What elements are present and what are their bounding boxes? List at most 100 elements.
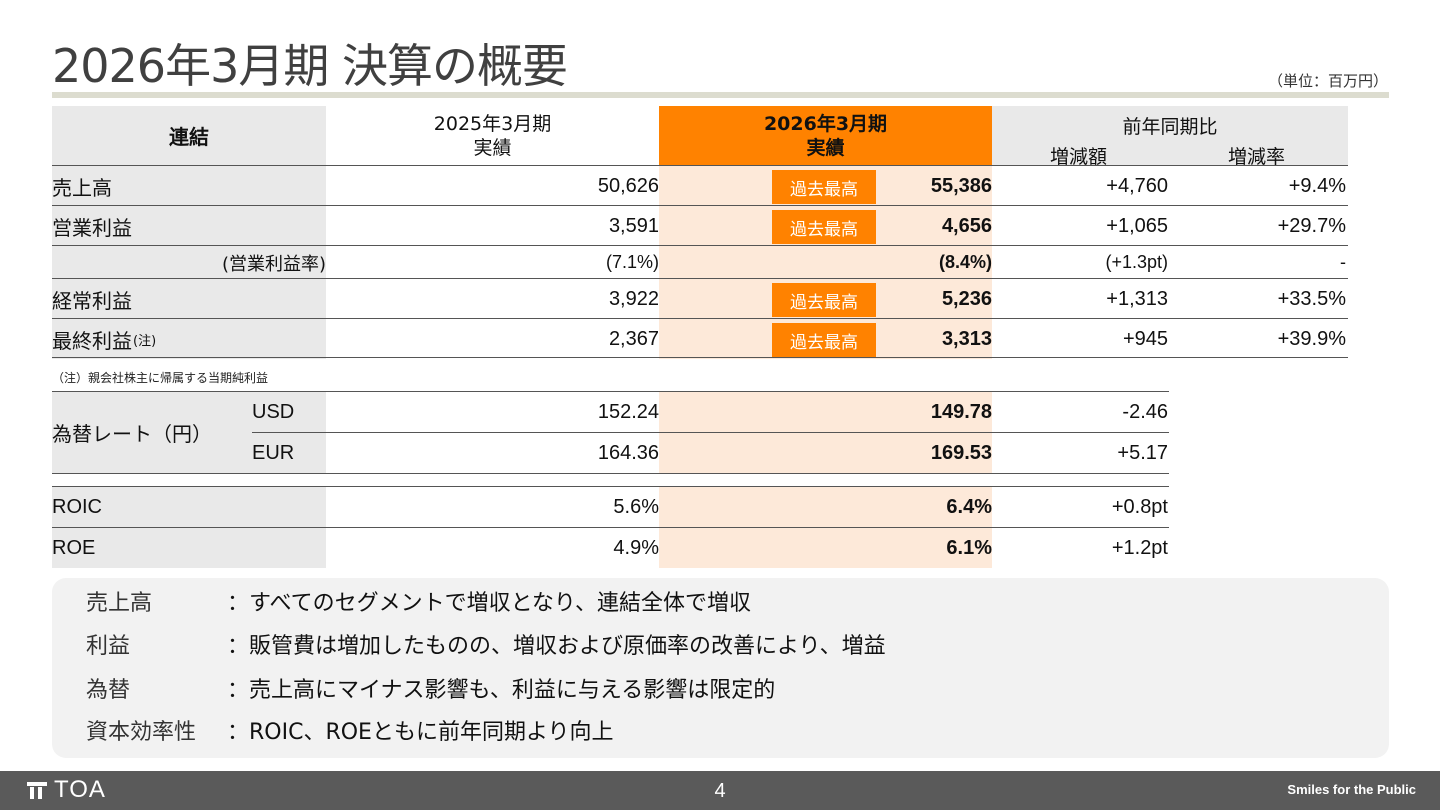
tagline: Smiles for the Public (1287, 782, 1416, 797)
header-yoy-label: 前年同期比 (1122, 116, 1218, 138)
row-divider (52, 357, 1348, 358)
row-divider (52, 278, 1348, 279)
header-prev-line2: 実績 (473, 136, 512, 159)
header-diff-label: 増減額 (1050, 146, 1108, 168)
curr-value: 6.1% (659, 528, 992, 568)
summary-key: 利益 (86, 634, 131, 659)
header-yoy: 前年同期比 増減額 増減率 (992, 106, 1348, 168)
title-divider (52, 92, 1389, 98)
curr-value: 149.78 (659, 392, 992, 432)
header-prev-year: 2025年3月期 実績 (326, 106, 659, 165)
record-badge: 過去最高 (772, 170, 876, 204)
row-label: 営業利益 (52, 206, 326, 246)
summary-value: ：ROIC、ROEともに前年同期より向上 (227, 720, 614, 745)
row-divider (52, 205, 1348, 206)
table-row: USD 152.24 149.78 -2.46 (52, 392, 1169, 432)
logo-text: TOA (54, 776, 106, 803)
company-logo: TOA (26, 776, 106, 804)
prev-value: 3,591 (608, 214, 659, 237)
footer-bar: TOA 4 Smiles for the Public (0, 771, 1440, 810)
row-label-note: (注) (133, 333, 157, 349)
summary-box: 売上高 ：すべてのセグメントで増収となり、連結全体で増収 利益 ：販管費は増加し… (52, 578, 1389, 758)
fx-top-divider (52, 391, 1169, 392)
rate-value: +33.5% (1277, 287, 1346, 310)
table-row: 最終利益 (注) 2,367 3,313 過去最高 +945 +39.9% (52, 319, 1348, 359)
row-divider (52, 527, 1169, 528)
table-row: 営業利益 3,591 4,656 過去最高 +1,065 +29.7% (52, 206, 1348, 246)
row-label: ROE (52, 528, 326, 568)
header-curr-line2: 実績 (806, 136, 845, 159)
rate-value: +9.4% (1288, 174, 1346, 197)
diff-value: +945 (1122, 327, 1168, 350)
prev-value: 164.36 (597, 441, 659, 464)
diff-value: +5.17 (1117, 441, 1168, 464)
prev-value: 2,367 (608, 327, 659, 350)
diff-value: (+1.3pt) (1105, 252, 1168, 272)
diff-value: +0.8pt (1111, 495, 1168, 518)
header-curr-year: 2026年3月期 実績 (659, 106, 992, 165)
fx-currency: EUR (252, 433, 326, 473)
table-row: 経常利益 3,922 5,236 過去最高 +1,313 +33.5% (52, 279, 1348, 319)
rate-value: +29.7% (1277, 214, 1346, 237)
prev-value: 5.6% (613, 495, 659, 518)
row-label: 売上高 (52, 166, 326, 206)
curr-value: (8.4%) (659, 246, 992, 279)
table-row: ROE 4.9% 6.1% +1.2pt (52, 528, 1169, 568)
unit-label: （単位：百万円） (1267, 72, 1388, 90)
table-row: EUR 164.36 169.53 +5.17 (52, 433, 1169, 473)
efficiency-table: ROIC 5.6% 6.4% +0.8pt ROE 4.9% 6.1% +1.2… (52, 486, 1169, 568)
record-badge: 過去最高 (772, 323, 876, 357)
diff-value: +1,065 (1106, 214, 1168, 237)
footnote: （注）親会社株主に帰属する当期純利益 (52, 371, 269, 385)
diff-value: -2.46 (1122, 400, 1168, 423)
results-table: 連結 2025年3月期 実績 2026年3月期 実績 前年同期比 増減額 増減率… (52, 106, 1348, 359)
summary-value: ：売上高にマイナス影響も、利益に与える影響は限定的 (227, 678, 776, 703)
summary-key: 資本効率性 (86, 720, 197, 745)
row-divider (52, 245, 1348, 246)
rate-value: +39.9% (1277, 327, 1346, 350)
diff-value: +1.2pt (1111, 536, 1168, 559)
header-consolidated: 連結 (52, 106, 326, 165)
row-divider (252, 432, 1169, 433)
row-label: ROIC (52, 487, 326, 527)
diff-value: +4,760 (1106, 174, 1168, 197)
header-curr-line1: 2026年3月期 (763, 112, 888, 135)
header-rate-label: 増減率 (1228, 146, 1286, 168)
table-header-row: 連結 2025年3月期 実績 2026年3月期 実績 前年同期比 増減額 増減率 (52, 106, 1348, 168)
record-badge: 過去最高 (772, 210, 876, 244)
header-divider (52, 165, 1348, 166)
record-badge: 過去最高 (772, 283, 876, 317)
summary-key: 売上高 (86, 591, 153, 616)
row-label-text: 最終利益 (52, 328, 132, 353)
page-number: 4 (714, 780, 726, 802)
summary-item: 売上高 ：すべてのセグメントで増収となり、連結全体で増収 (52, 585, 1389, 625)
row-label: 経常利益 (52, 279, 326, 319)
table-row: ROIC 5.6% 6.4% +0.8pt (52, 487, 1169, 527)
header-prev-line1: 2025年3月期 (433, 112, 552, 135)
fx-bottom-divider (52, 473, 1169, 474)
fx-table: 為替レート（円） USD 152.24 149.78 -2.46 EUR 164… (52, 391, 1169, 475)
row-divider (52, 318, 1348, 319)
summary-value: ：すべてのセグメントで増収となり、連結全体で増収 (227, 591, 752, 616)
prev-value: 152.24 (597, 400, 659, 423)
row-label: 最終利益 (注) (52, 319, 326, 359)
row-label: (営業利益率) (52, 246, 326, 279)
curr-value: 169.53 (659, 433, 992, 473)
fx-currency: USD (252, 392, 326, 432)
summary-item: 利益 ：販管費は増加したものの、増収および原価率の改善により、増益 (52, 628, 1389, 668)
prev-value: 50,626 (597, 174, 659, 197)
rate-value: - (1340, 252, 1346, 272)
table-row: (営業利益率) (7.1%) (8.4%) (+1.3pt) - (52, 246, 1348, 279)
prev-value: (7.1%) (605, 252, 659, 272)
table-row: 売上高 50,626 55,386 過去最高 +4,760 +9.4% (52, 166, 1348, 206)
summary-item: 為替 ：売上高にマイナス影響も、利益に与える影響は限定的 (52, 672, 1389, 712)
summary-item: 資本効率性 ：ROIC、ROEともに前年同期より向上 (52, 714, 1389, 754)
page-title: 2026年3月期 決算の概要 (52, 39, 568, 93)
prev-value: 4.9% (613, 536, 659, 559)
summary-key: 為替 (86, 678, 131, 703)
diff-value: +1,313 (1106, 287, 1168, 310)
curr-value: 6.4% (659, 487, 992, 527)
efficiency-top-divider (52, 486, 1169, 487)
prev-value: 3,922 (608, 287, 659, 310)
summary-value: ：販管費は増加したものの、増収および原価率の改善により、増益 (227, 634, 886, 659)
